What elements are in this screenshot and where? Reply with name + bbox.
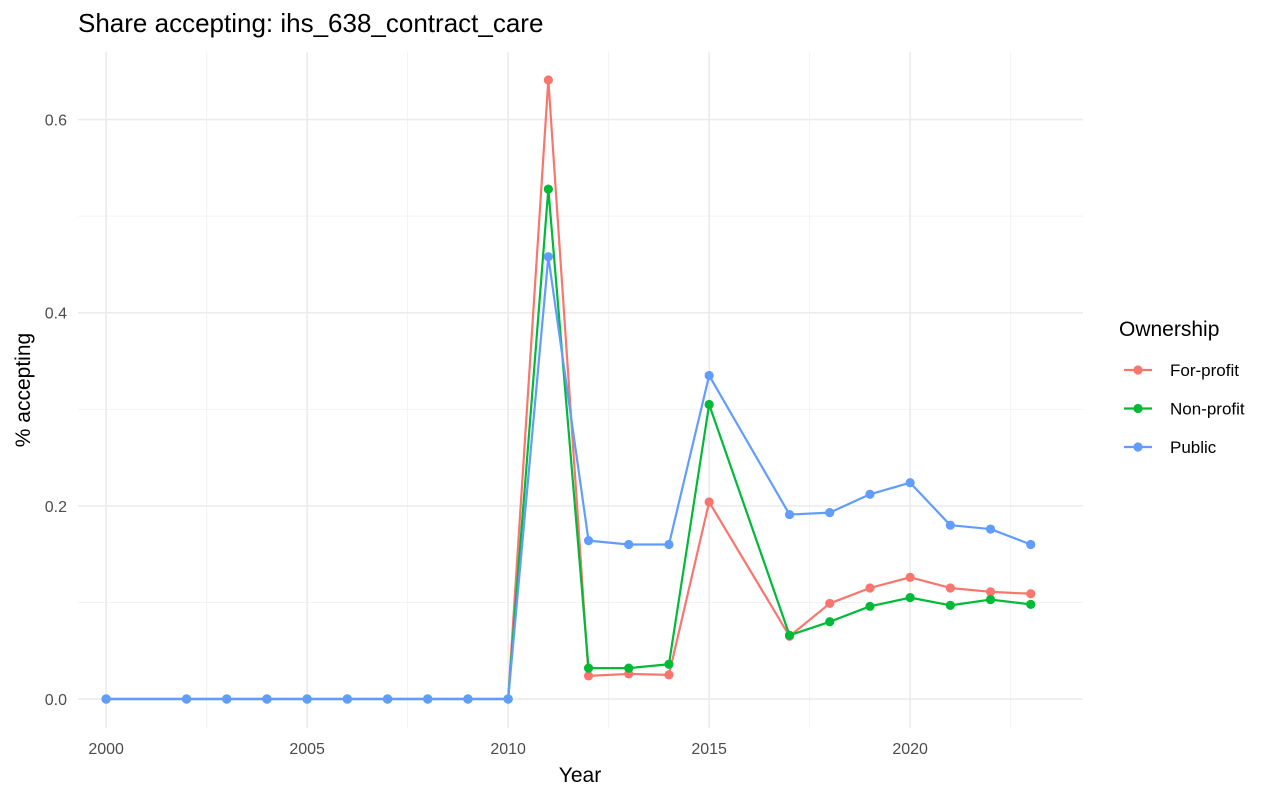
data-point bbox=[825, 598, 835, 609]
data-point bbox=[1026, 599, 1036, 609]
chart-title: Share accepting: ihs_638_contract_care bbox=[78, 8, 543, 38]
x-tick-label: 2015 bbox=[691, 741, 727, 758]
x-tick-label: 2020 bbox=[892, 741, 928, 758]
data-point bbox=[784, 509, 795, 520]
data-point bbox=[784, 630, 795, 640]
x-axis: 2000 2005 2010 2015 2020 bbox=[88, 741, 928, 758]
y-tick-label: 0.4 bbox=[45, 306, 67, 323]
legend-title: Ownership bbox=[1119, 318, 1219, 341]
data-point bbox=[865, 489, 875, 499]
x-axis-title: Year bbox=[559, 764, 601, 787]
data-point bbox=[1026, 539, 1036, 550]
legend: Ownership For-profit Non-profit Public bbox=[1119, 318, 1245, 457]
data-point bbox=[543, 75, 553, 85]
x-tick-label: 2010 bbox=[490, 741, 526, 758]
legend-label: Public bbox=[1170, 438, 1217, 457]
data-point bbox=[101, 694, 111, 704]
series-public bbox=[101, 252, 1036, 704]
data-point bbox=[664, 539, 674, 550]
data-point bbox=[704, 497, 714, 507]
data-point bbox=[905, 593, 915, 603]
data-point bbox=[945, 600, 955, 610]
data-point bbox=[463, 694, 473, 704]
data-point bbox=[302, 694, 312, 704]
data-point bbox=[1026, 589, 1036, 599]
data-point bbox=[624, 663, 634, 673]
data-point bbox=[583, 671, 594, 681]
data-point bbox=[865, 583, 875, 593]
data-point bbox=[905, 572, 915, 582]
legend-item: Public bbox=[1124, 438, 1217, 457]
data-point bbox=[664, 659, 674, 669]
legend-key-point bbox=[1133, 365, 1143, 375]
data-point bbox=[905, 478, 915, 488]
data-point bbox=[382, 694, 393, 704]
data-point bbox=[342, 694, 352, 704]
data-point bbox=[543, 252, 553, 262]
data-point bbox=[583, 663, 594, 673]
data-point bbox=[825, 508, 835, 518]
grid bbox=[78, 52, 1083, 728]
legend-label: Non-profit bbox=[1170, 400, 1245, 419]
series-for-profit bbox=[101, 75, 1036, 704]
data-point bbox=[624, 539, 634, 550]
data-point bbox=[664, 670, 674, 680]
data-point bbox=[985, 524, 996, 534]
data-point bbox=[262, 694, 272, 704]
data-point bbox=[985, 587, 996, 597]
legend-key-point bbox=[1133, 442, 1143, 452]
y-axis: 0.0 0.2 0.4 0.6 bbox=[45, 113, 67, 709]
legend-item: For-profit bbox=[1124, 361, 1239, 380]
data-point bbox=[825, 617, 835, 627]
series-line bbox=[106, 255, 1032, 701]
data-point bbox=[945, 520, 955, 530]
y-axis-title: % accepting bbox=[12, 333, 35, 447]
data-point bbox=[181, 694, 192, 704]
data-point bbox=[543, 184, 553, 194]
legend-key-point bbox=[1133, 403, 1143, 414]
data-point bbox=[985, 594, 996, 605]
data-point bbox=[222, 694, 232, 704]
data-point bbox=[945, 583, 955, 593]
data-point bbox=[503, 694, 513, 704]
data-point bbox=[423, 694, 433, 704]
series-line bbox=[106, 188, 1031, 701]
data-point bbox=[704, 399, 714, 410]
y-tick-label: 0.6 bbox=[45, 113, 67, 130]
legend-item: Non-profit bbox=[1124, 400, 1245, 419]
legend-label: For-profit bbox=[1170, 361, 1239, 380]
series-line bbox=[106, 78, 1031, 701]
y-tick-label: 0.2 bbox=[45, 499, 67, 516]
data-point bbox=[583, 536, 594, 546]
series-non-profit bbox=[101, 184, 1036, 704]
y-tick-label: 0.0 bbox=[45, 692, 67, 709]
data-point bbox=[704, 370, 714, 381]
plot-area bbox=[101, 75, 1036, 704]
x-tick-label: 2000 bbox=[88, 741, 124, 758]
x-tick-label: 2005 bbox=[289, 741, 325, 758]
data-point bbox=[865, 601, 875, 611]
